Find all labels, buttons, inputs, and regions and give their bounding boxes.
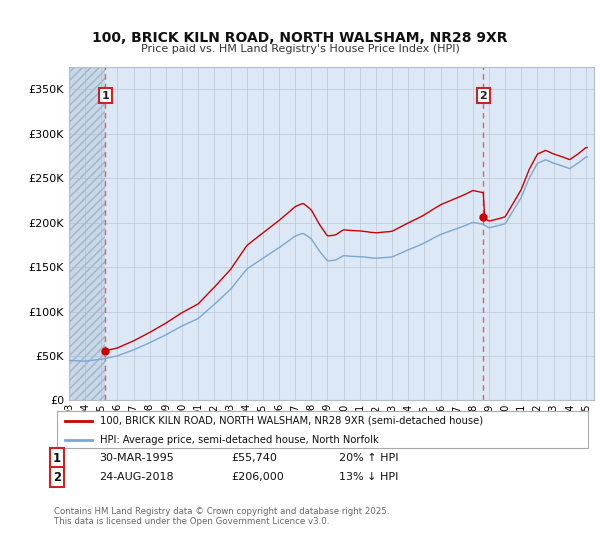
Text: HPI: Average price, semi-detached house, North Norfolk: HPI: Average price, semi-detached house,… bbox=[100, 435, 379, 445]
Text: 1: 1 bbox=[101, 91, 109, 101]
Text: 13% ↓ HPI: 13% ↓ HPI bbox=[339, 472, 398, 482]
Text: 2: 2 bbox=[479, 91, 487, 101]
Text: 2: 2 bbox=[53, 470, 61, 484]
Text: 1: 1 bbox=[53, 451, 61, 465]
Text: Price paid vs. HM Land Registry's House Price Index (HPI): Price paid vs. HM Land Registry's House … bbox=[140, 44, 460, 54]
Text: £55,740: £55,740 bbox=[231, 453, 277, 463]
Text: 100, BRICK KILN ROAD, NORTH WALSHAM, NR28 9XR (semi-detached house): 100, BRICK KILN ROAD, NORTH WALSHAM, NR2… bbox=[100, 416, 483, 426]
Text: 30-MAR-1995: 30-MAR-1995 bbox=[99, 453, 174, 463]
Text: £206,000: £206,000 bbox=[231, 472, 284, 482]
Bar bbox=[69, 67, 106, 400]
Text: Contains HM Land Registry data © Crown copyright and database right 2025.
This d: Contains HM Land Registry data © Crown c… bbox=[54, 507, 389, 526]
Text: 100, BRICK KILN ROAD, NORTH WALSHAM, NR28 9XR: 100, BRICK KILN ROAD, NORTH WALSHAM, NR2… bbox=[92, 30, 508, 45]
FancyBboxPatch shape bbox=[56, 411, 589, 448]
Text: 24-AUG-2018: 24-AUG-2018 bbox=[99, 472, 173, 482]
Text: 20% ↑ HPI: 20% ↑ HPI bbox=[339, 453, 398, 463]
